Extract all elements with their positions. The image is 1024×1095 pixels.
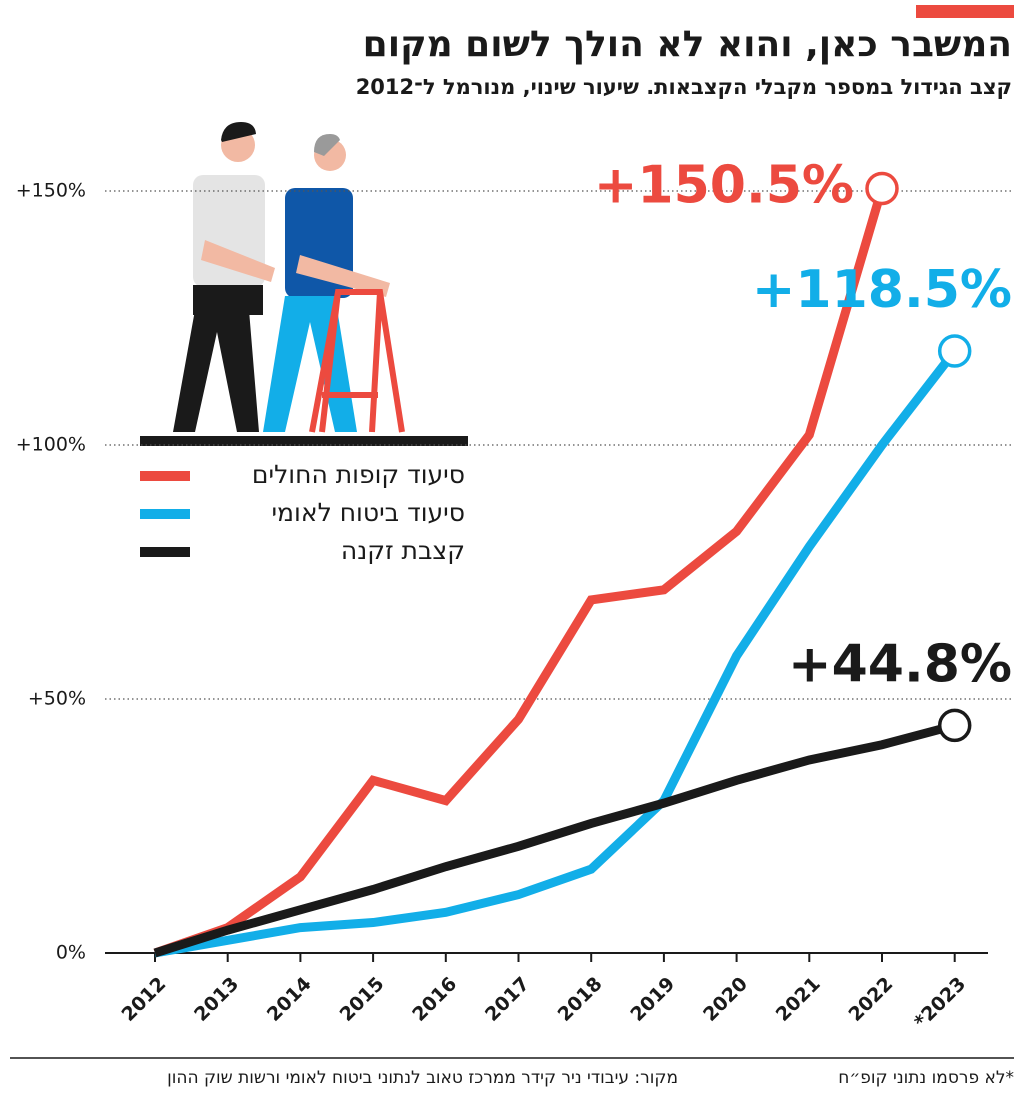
legend-label: סיעוד קופות החולים (252, 460, 465, 489)
y-tick-label: +150% (16, 180, 86, 202)
x-tick-label: 2020 (699, 973, 752, 1026)
series-line (154, 348, 959, 958)
legend-label: סיעוד ביטוח לאומי (271, 498, 465, 527)
x-tick-label: 2016 (408, 973, 461, 1026)
footnote: *לא פרסמו נתוני קופ״ח (838, 1068, 1014, 1088)
value-label: +150.5% (594, 155, 854, 215)
series-line (153, 721, 956, 958)
y-tick-label: +50% (28, 688, 86, 710)
illustration (140, 122, 468, 446)
source: מקור: עיבודי ניר קידר ממרכז טאוב לנתוני … (167, 1068, 678, 1088)
x-tick-label: 2017 (481, 973, 534, 1026)
chart-subtitle: קצב הגידול במספר מקבלי הקצבאות. שיעור שי… (356, 75, 1012, 99)
x-tick-label: 2012 (117, 973, 170, 1026)
x-tick-label: 2014 (263, 973, 316, 1026)
x-tick-label: 2018 (554, 973, 607, 1026)
series-line (153, 187, 887, 958)
y-tick-label: +100% (16, 434, 86, 456)
x-tick-label: 2019 (626, 973, 679, 1026)
accent-bar (916, 5, 1014, 18)
x-tick-label: 2015 (336, 973, 389, 1026)
x-tick-label: 2021 (772, 973, 825, 1026)
end-marker (937, 708, 972, 743)
y-tick-label: 0% (56, 942, 86, 964)
end-marker (937, 334, 972, 368)
x-tick-label: 2022 (844, 973, 897, 1026)
end-marker (865, 171, 899, 206)
legend-label: קצבת זקנה (341, 536, 465, 565)
x-tick-label: *2023 (910, 973, 970, 1033)
value-label: +118.5% (752, 260, 1012, 320)
chart-title: המשבר כאן, והוא לא הולך לשום מקום (363, 24, 1012, 65)
value-label: +44.8% (788, 634, 1012, 694)
x-tick-label: 2013 (190, 973, 243, 1026)
